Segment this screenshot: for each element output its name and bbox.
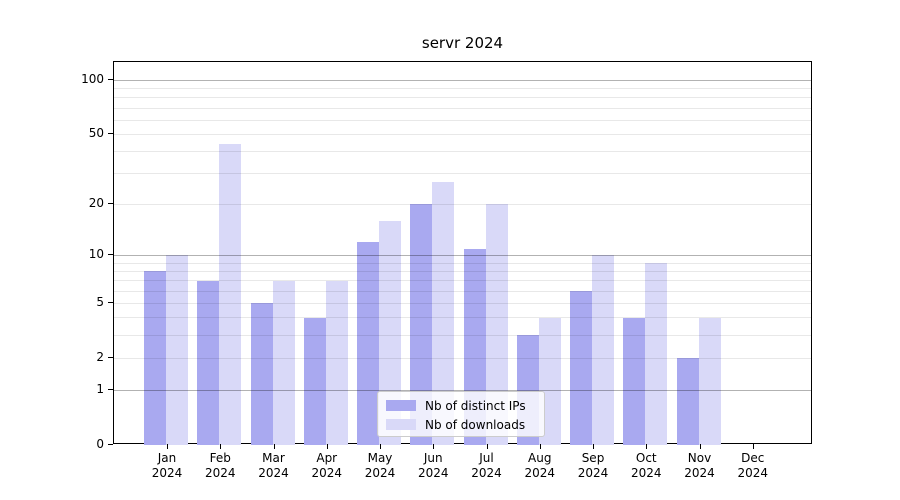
y-tick-label: 50: [88, 126, 104, 141]
bar-distinct-ips-mar: [250, 303, 273, 445]
x-tick-label: Feb 2024: [204, 451, 236, 480]
gridline-minor: [114, 302, 811, 304]
legend-item-downloads: Nb of downloads: [386, 415, 536, 434]
bar-distinct-ips-feb: [197, 280, 220, 445]
x-tick-mark: [380, 444, 381, 449]
x-tick-label: Aug 2024: [524, 451, 556, 480]
legend-item-distinct-ips: Nb of distinct IPs: [386, 396, 536, 415]
x-tick-label: Nov 2024: [684, 451, 715, 480]
y-tick-label: 1: [96, 382, 104, 397]
y-tick-mark: [108, 357, 113, 359]
gridline-minor: [114, 203, 811, 205]
gridline-minor: [114, 173, 811, 175]
x-tick-label: Jan 2024: [151, 451, 183, 480]
gridline-minor: [114, 290, 811, 292]
x-tick-mark: [273, 444, 275, 449]
bar-distinct-ips-jun: [410, 204, 433, 445]
bar-downloads-sep: [592, 255, 614, 445]
y-tick-label: 10: [88, 247, 104, 262]
x-tick-label: Sep 2024: [577, 451, 609, 480]
y-tick-label: 5: [96, 295, 104, 310]
legend: Nb of distinct IPs Nb of downloads: [377, 391, 545, 437]
y-tick-label: 20: [88, 196, 104, 211]
x-tick-mark: [593, 444, 594, 449]
x-tick-mark: [220, 444, 222, 449]
gridline-minor: [114, 357, 811, 359]
y-tick-label: 2: [96, 350, 104, 365]
y-tick-mark: [108, 389, 113, 391]
y-tick-mark: [108, 203, 113, 205]
bar-distinct-ips-apr: [303, 317, 326, 445]
bar-distinct-ips-nov: [676, 358, 699, 445]
plot-area: [113, 61, 812, 445]
gridline-minor: [114, 107, 811, 109]
x-tick-label: Jun 2024: [417, 451, 449, 480]
y-tick-mark: [108, 254, 113, 256]
y-tick-mark: [108, 79, 113, 81]
x-tick-label: May 2024: [364, 451, 396, 480]
legend-swatch-distinct-ips: [386, 400, 416, 411]
y-tick-label: 100: [81, 72, 104, 87]
gridline-minor: [114, 119, 811, 121]
bar-downloads-mar: [272, 280, 295, 445]
gridline-minor: [114, 87, 811, 89]
x-tick-label: Jul 2024: [471, 451, 502, 480]
bar-distinct-ips-sep: [570, 291, 592, 445]
gridline-major: [114, 254, 811, 256]
bar-downloads-jan: [166, 255, 188, 445]
y-tick-mark: [108, 302, 113, 304]
bar-downloads-feb: [219, 144, 242, 445]
bar-downloads-apr: [325, 280, 348, 445]
chart-title: servr 2024: [421, 34, 504, 52]
gridline-minor: [114, 262, 811, 264]
gridline-minor: [114, 334, 811, 336]
x-tick-mark: [646, 444, 648, 449]
legend-label-downloads: Nb of downloads: [425, 417, 526, 432]
gridline-minor: [114, 133, 811, 135]
y-tick-mark: [108, 133, 113, 135]
x-tick-label: Mar 2024: [258, 451, 289, 480]
bar-distinct-ips-may: [357, 242, 379, 445]
gridline-major: [114, 79, 811, 81]
bar-downloads-oct: [645, 263, 668, 445]
x-tick-mark: [699, 444, 701, 449]
y-tick-mark: [108, 444, 113, 445]
x-tick-mark: [326, 444, 328, 449]
gridline-minor: [114, 280, 811, 282]
x-tick-label: Dec 2024: [737, 451, 769, 480]
gridline-minor: [114, 150, 811, 152]
x-tick-mark: [539, 444, 541, 449]
bar-downloads-may: [379, 221, 401, 445]
legend-swatch-downloads: [386, 419, 416, 430]
x-tick-mark: [167, 444, 168, 449]
bar-distinct-ips-oct: [623, 317, 646, 445]
gridline-minor: [114, 270, 811, 272]
gridline-minor: [114, 97, 811, 99]
bar-downloads-jun: [432, 181, 455, 445]
gridline-minor: [114, 317, 811, 319]
x-tick-mark: [752, 444, 754, 449]
x-tick-mark: [433, 444, 435, 449]
legend-label-distinct-ips: Nb of distinct IPs: [425, 398, 526, 413]
bar-downloads-jul: [485, 204, 508, 445]
y-tick-label: 0: [96, 437, 104, 451]
bar-downloads-nov: [698, 317, 721, 445]
x-tick-label: Oct 2024: [630, 451, 662, 480]
gridline-major: [114, 389, 811, 391]
x-tick-label: Apr 2024: [311, 451, 343, 480]
bar-distinct-ips-jan: [144, 271, 166, 445]
x-tick-mark: [486, 444, 488, 449]
